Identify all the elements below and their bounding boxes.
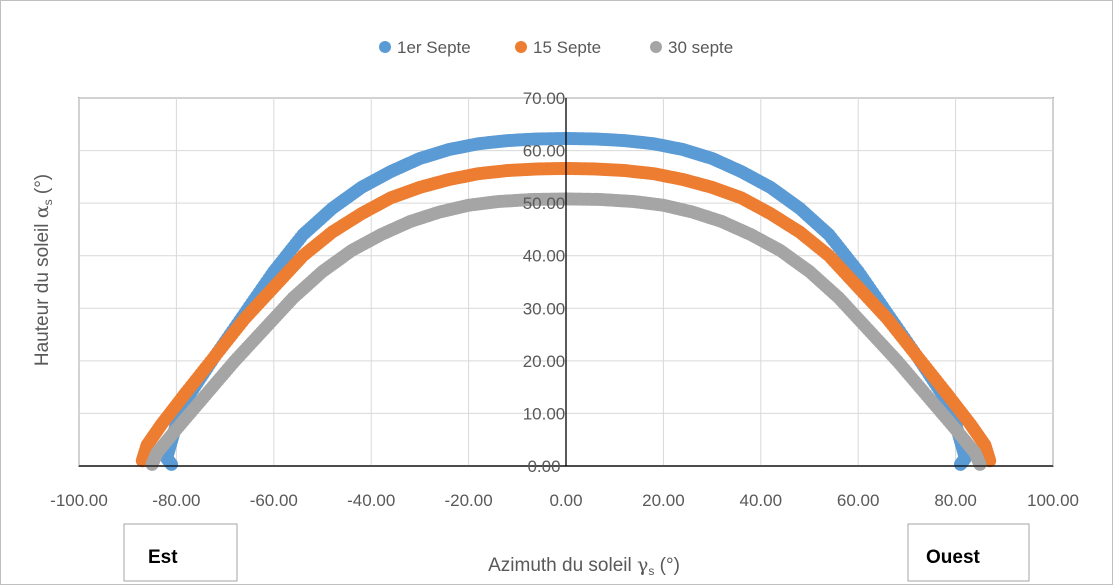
ouest-box bbox=[907, 523, 1030, 582]
y-tick-label: 60.00 bbox=[523, 142, 566, 161]
y-tick-label: 40.00 bbox=[523, 247, 566, 266]
est-box bbox=[123, 523, 238, 582]
data-point bbox=[953, 457, 967, 471]
series-3 bbox=[145, 192, 987, 471]
x-tick-label: -60.00 bbox=[250, 491, 298, 510]
x-tick-label: -20.00 bbox=[444, 491, 492, 510]
x-tick-label: -40.00 bbox=[347, 491, 395, 510]
y-tick-label: 10.00 bbox=[523, 404, 566, 423]
legend-label-1: 1er Septe bbox=[397, 38, 471, 57]
x-tick-label: 60.00 bbox=[837, 491, 880, 510]
x-axis-symbol: γ bbox=[637, 554, 648, 576]
series-2 bbox=[135, 161, 997, 468]
data-point bbox=[983, 454, 997, 468]
x-tick-label: 0.00 bbox=[549, 491, 582, 510]
est-label: Est bbox=[148, 547, 178, 568]
x-tick-label: 100.00 bbox=[1027, 491, 1079, 510]
legend-label-2: 15 Septe bbox=[533, 38, 601, 57]
x-axis-title: Azimuth du soleil γs (°) bbox=[488, 554, 680, 578]
legend-marker-2 bbox=[515, 41, 527, 53]
y-tick-label: 30.00 bbox=[523, 299, 566, 318]
legend-marker-1 bbox=[379, 41, 391, 53]
y-tick-label: 50.00 bbox=[523, 194, 566, 213]
y-axis-sub: s bbox=[41, 199, 55, 205]
ouest-label: Ouest bbox=[926, 547, 981, 568]
y-tick-labels: 0.00 10.00 20.00 30.00 40.00 50.00 60.00 70.00 bbox=[523, 89, 566, 476]
x-tick-labels: -100.00 -80.00 -60.00 -40.00 -20.00 0.00 20.00… bbox=[50, 491, 1079, 510]
x-tick-label: -100.00 bbox=[50, 491, 108, 510]
y-tick-label: 70.00 bbox=[523, 89, 566, 108]
y-axis-symbol: α bbox=[31, 205, 53, 218]
x-tick-label: 80.00 bbox=[934, 491, 977, 510]
x-tick-label: -80.00 bbox=[152, 491, 200, 510]
series-layer bbox=[135, 131, 997, 471]
data-point bbox=[973, 457, 987, 471]
legend: 1er Septe 15 Septe 30 septe bbox=[379, 38, 733, 57]
y-tick-label: 20.00 bbox=[523, 352, 566, 371]
legend-label-3: 30 septe bbox=[668, 38, 733, 57]
y-axis-title: Hauteur du soleil αs (°) bbox=[31, 174, 55, 366]
legend-marker-3 bbox=[650, 41, 662, 53]
axes bbox=[79, 98, 1053, 467]
x-tick-label: 40.00 bbox=[740, 491, 783, 510]
x-axis-sub: s bbox=[648, 564, 654, 578]
x-tick-label: 20.00 bbox=[642, 491, 685, 510]
y-tick-label: 0.00 bbox=[527, 457, 560, 476]
